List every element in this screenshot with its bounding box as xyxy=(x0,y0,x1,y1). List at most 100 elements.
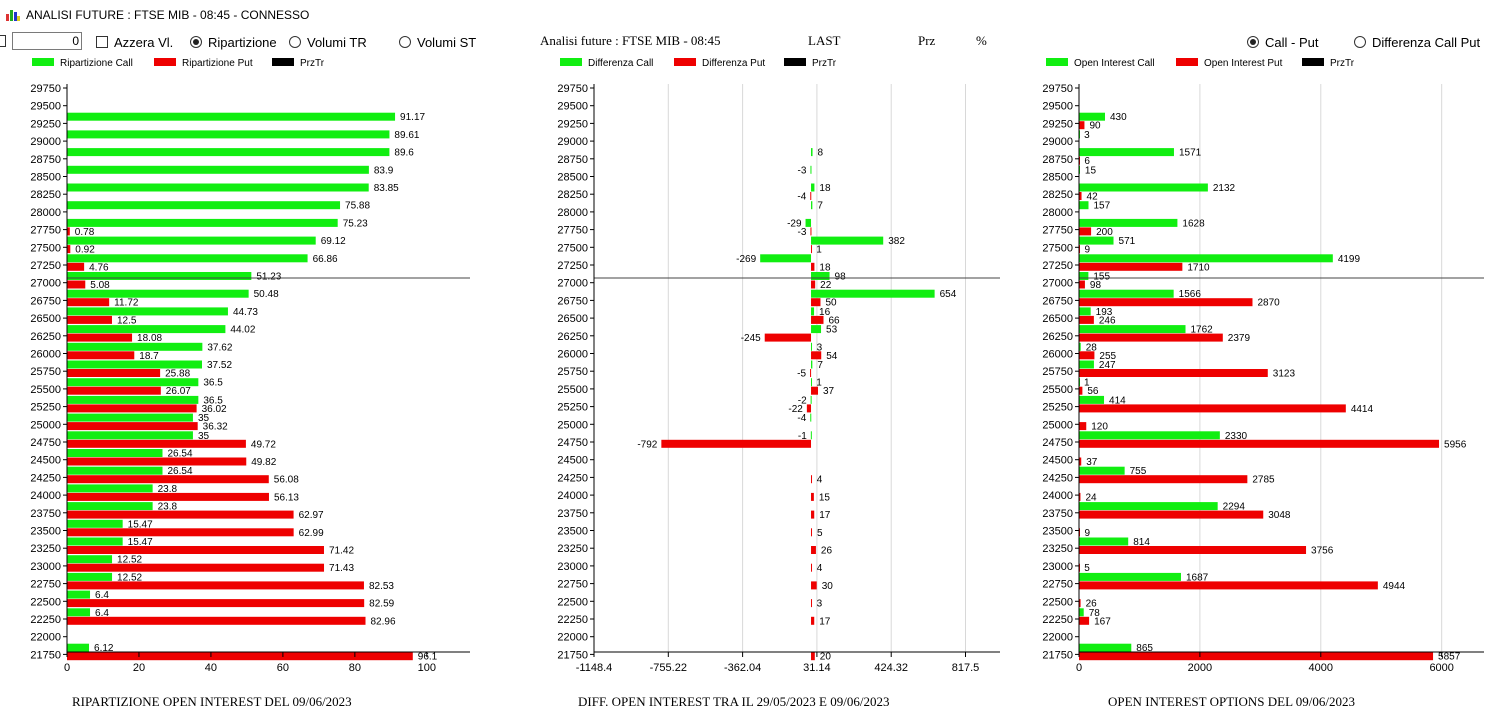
y-tick-label: 25500 xyxy=(30,384,61,396)
put-bar xyxy=(764,333,812,342)
put-bar xyxy=(1079,298,1253,307)
bar-value-label: 6.4 xyxy=(95,608,109,619)
y-tick-label: 23500 xyxy=(557,526,588,538)
y-tick-label: 23500 xyxy=(1042,526,1073,538)
y-tick-label: 23750 xyxy=(30,508,61,520)
azzera-checkbox[interactable]: Azzera Vl. xyxy=(96,32,173,52)
bar-value-label: 50.48 xyxy=(254,289,279,300)
bar-value-label: 36.5 xyxy=(203,378,223,389)
x-tick-label: 6000 xyxy=(1429,662,1453,674)
put-bar xyxy=(811,280,816,289)
bar-value-label: 36.32 xyxy=(203,422,228,433)
y-tick-label: 23250 xyxy=(557,543,588,555)
call-bar xyxy=(811,148,813,157)
bar-value-label: -29 xyxy=(787,218,802,229)
legend-swatch xyxy=(1176,58,1198,66)
call-bar xyxy=(1079,502,1218,511)
put-bar xyxy=(811,510,815,519)
bar-value-label: 89.61 xyxy=(394,130,419,141)
left-checkbox[interactable] xyxy=(0,35,6,47)
call-bar xyxy=(811,325,822,334)
put-bar xyxy=(67,315,112,324)
bar-value-label: 89.6 xyxy=(394,148,414,159)
bar-value-label: 51.23 xyxy=(256,272,281,283)
radio-dot[interactable] xyxy=(289,36,301,48)
x-tick-label: 100 xyxy=(418,662,436,674)
radio-dot[interactable] xyxy=(1247,36,1259,48)
bar-value-label: 0.92 xyxy=(75,245,95,256)
y-tick-label: 25250 xyxy=(1042,402,1073,414)
y-tick-label: 29750 xyxy=(30,83,61,95)
legend-label: PrzTr xyxy=(1330,58,1355,69)
call-bar xyxy=(1079,236,1114,245)
legend-swatch xyxy=(154,58,176,66)
diff-call-put-radio[interactable]: Differenza Call Put xyxy=(1354,32,1480,52)
bar-value-label: -269 xyxy=(736,254,756,265)
bar-value-label: 9 xyxy=(1085,528,1091,539)
value-input[interactable] xyxy=(12,32,82,50)
bar-value-label: 28 xyxy=(1086,342,1098,353)
bar-value-label: 26.54 xyxy=(167,466,192,477)
bar-value-label: 1 xyxy=(816,378,822,389)
bar-value-label: -3 xyxy=(798,227,807,238)
y-tick-label: 26500 xyxy=(1042,313,1073,325)
bar-value-label: 1571 xyxy=(1179,148,1202,159)
call-bar xyxy=(67,272,252,280)
put-bar xyxy=(1079,333,1223,342)
volumi-tr-radio[interactable]: Volumi TR xyxy=(289,32,367,52)
bar-value-label: 3 xyxy=(1084,130,1090,141)
call-bar xyxy=(1079,537,1129,546)
call-put-radio[interactable]: Call - Put xyxy=(1247,32,1318,52)
call-bar xyxy=(67,555,113,564)
y-tick-label: 27750 xyxy=(557,225,588,237)
bar-value-label: 5857 xyxy=(1438,652,1461,663)
put-bar xyxy=(1079,121,1085,130)
y-tick-label: 28250 xyxy=(30,189,61,201)
put-bar xyxy=(1079,315,1094,324)
call-bar xyxy=(1079,342,1081,351)
x-tick-label: -755.22 xyxy=(650,662,687,674)
bar-value-label: 654 xyxy=(940,289,957,300)
put-bar xyxy=(1079,510,1264,519)
call-bar xyxy=(811,289,935,298)
y-tick-label: 29250 xyxy=(30,118,61,130)
checkbox-box[interactable] xyxy=(96,36,108,48)
call-bar xyxy=(67,378,199,387)
prz-label: Prz xyxy=(918,33,936,48)
y-tick-label: 22250 xyxy=(1042,614,1073,626)
put-bar xyxy=(67,404,197,413)
put-bar xyxy=(810,369,812,377)
bar-value-label: 7 xyxy=(817,360,823,371)
y-tick-label: 21750 xyxy=(1042,649,1073,661)
y-tick-label: 25750 xyxy=(1042,366,1073,378)
bar-value-label: 200 xyxy=(1096,227,1113,238)
bar-value-label: 12.52 xyxy=(117,555,142,566)
radio-dot[interactable] xyxy=(190,36,202,48)
y-tick-label: 24000 xyxy=(30,490,61,502)
put-bar xyxy=(811,315,824,324)
y-tick-label: 26000 xyxy=(557,349,588,361)
call-bar xyxy=(1079,431,1220,440)
y-tick-label: 24500 xyxy=(1042,455,1073,467)
legend-label: Ripartizione Put xyxy=(182,58,253,69)
y-tick-label: 22500 xyxy=(30,596,61,608)
y-tick-label: 23000 xyxy=(557,561,588,573)
y-tick-label: 22000 xyxy=(557,632,588,644)
bar-value-label: 15 xyxy=(1085,165,1097,176)
call-bar xyxy=(1079,289,1174,298)
ripartizione-radio[interactable]: Ripartizione xyxy=(190,32,277,52)
y-tick-label: 27000 xyxy=(30,278,61,290)
y-tick-label: 27250 xyxy=(30,260,61,272)
radio-dot[interactable] xyxy=(399,36,411,48)
bar-value-label: -22 xyxy=(788,404,803,415)
y-tick-label: 26000 xyxy=(1042,349,1073,361)
volumi-st-radio[interactable]: Volumi ST xyxy=(399,32,476,52)
put-bar xyxy=(1079,369,1268,377)
put-bar xyxy=(811,546,816,554)
bar-value-label: -5 xyxy=(797,369,806,380)
put-bar xyxy=(67,546,324,554)
y-tick-label: 24750 xyxy=(1042,437,1073,449)
bar-value-label: 1628 xyxy=(1182,218,1205,229)
radio-dot[interactable] xyxy=(1354,36,1366,48)
bar-value-label: 1 xyxy=(816,245,822,256)
